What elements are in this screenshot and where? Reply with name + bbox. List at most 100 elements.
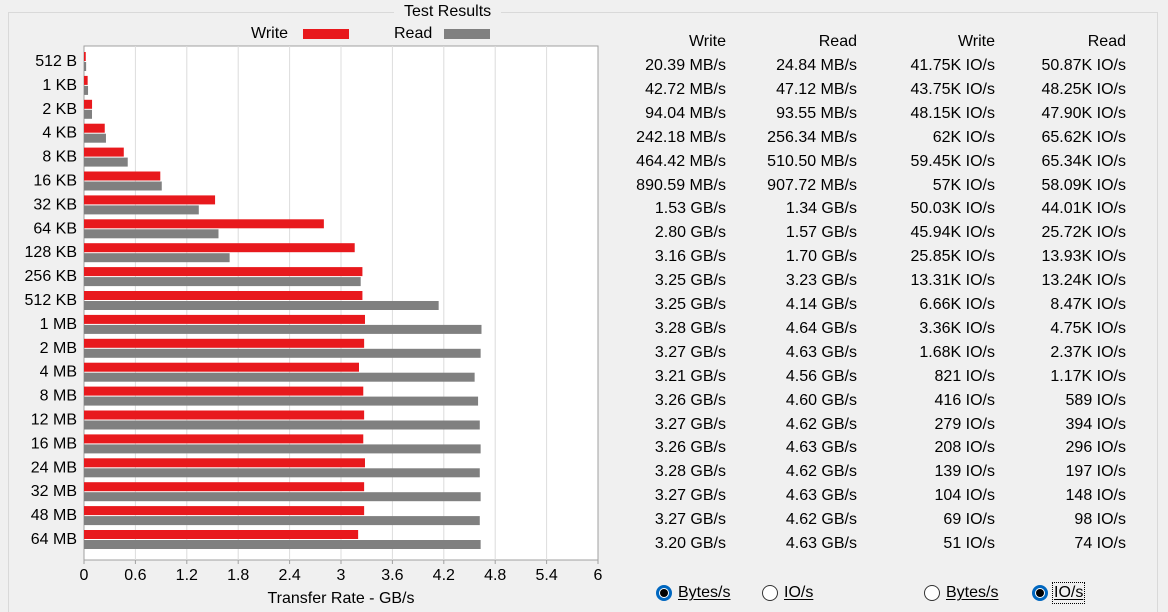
- table-cell: 8.47K IO/s: [1050, 296, 1126, 313]
- table-cell: 13.93K IO/s: [1041, 248, 1127, 266]
- table-cell: 890.59 MB/s: [636, 176, 726, 194]
- category-label: 8 KB: [42, 149, 77, 166]
- table-cell: 139 IO/s: [934, 463, 995, 481]
- write-bar: [84, 386, 364, 396]
- x-tick-label: 3.6: [381, 567, 403, 584]
- read-bar: [84, 229, 219, 239]
- table-cell: 296 IO/s: [1065, 439, 1126, 457]
- category-label: 2 MB: [40, 340, 77, 357]
- transfer-rate-chart: 0 0.6 1.2 1.8 2.4 3 3.6 4.2 4.8 5.4 6 Transfer Rate…: [25, 45, 603, 607]
- table-cell: 2.80 GB/s: [654, 224, 726, 242]
- table-cell: 3.28 GB/s: [654, 463, 726, 481]
- write-bar: [84, 171, 161, 181]
- table-cell: 4.63 GB/s: [785, 439, 857, 457]
- write-bar: [84, 362, 359, 372]
- group-title: Test Results: [394, 3, 502, 21]
- table-cell: 3.25 GB/s: [654, 296, 726, 313]
- category-label: 12 MB: [31, 412, 77, 429]
- table-cell: 1.53 GB/s: [654, 200, 726, 218]
- table-cell: 24.84 MB/s: [776, 57, 857, 74]
- table-cell: 510.50 MB/s: [767, 152, 857, 170]
- table-cell: 44.01K IO/s: [1041, 200, 1127, 218]
- table-cell: 1.17K IO/s: [1050, 367, 1126, 385]
- right-bytes-radio-indicator[interactable]: [924, 585, 940, 601]
- category-label: 24 MB: [31, 459, 77, 476]
- table-cell: 197 IO/s: [1065, 463, 1126, 481]
- table-cell: 98 IO/s: [1074, 511, 1126, 529]
- write-bar: [84, 52, 86, 61]
- left-io-radio-indicator[interactable]: [762, 585, 778, 601]
- table-cell: 13.31K IO/s: [910, 272, 996, 290]
- write-bar: [84, 195, 216, 205]
- category-label: 4 KB: [42, 125, 77, 142]
- right-bytes-radio-label[interactable]: Bytes/s: [946, 584, 999, 601]
- table-cell: 6.66K IO/s: [919, 296, 995, 313]
- test-results-group: [8, 12, 1158, 612]
- category-label: 512 KB: [25, 292, 77, 309]
- table-cell: 3.28 GB/s: [654, 319, 726, 337]
- table-cell: 62K IO/s: [932, 128, 995, 146]
- right-io-radio[interactable]: IO/s: [1032, 582, 1086, 604]
- table-header: Write: [957, 33, 995, 50]
- left-bytes-radio[interactable]: Bytes/s: [656, 584, 730, 602]
- table-cell: 94.04 MB/s: [645, 104, 726, 122]
- read-bar: [84, 205, 199, 215]
- table-cell: 3.26 GB/s: [654, 391, 726, 409]
- legend-read-label: Read: [394, 25, 433, 42]
- legend-read-swatch: [444, 29, 490, 39]
- table-cell: 45.94K IO/s: [910, 224, 996, 242]
- right-io-radio-label[interactable]: IO/s: [1051, 582, 1086, 604]
- right-io-radio-indicator[interactable]: [1032, 585, 1048, 601]
- table-cell: 589 IO/s: [1065, 391, 1126, 409]
- table-cell: 208 IO/s: [934, 439, 995, 457]
- write-bar: [84, 291, 363, 300]
- x-tick-label: 4.8: [484, 567, 506, 584]
- left-bytes-radio-indicator[interactable]: [656, 585, 672, 601]
- table-cell: 3.21 GB/s: [654, 367, 726, 385]
- table-cell: 4.62 GB/s: [785, 511, 857, 529]
- table-cell: 3.27 GB/s: [654, 415, 726, 433]
- left-bytes-radio-label[interactable]: Bytes/s: [678, 584, 731, 601]
- read-bar: [84, 540, 481, 549]
- write-bar: [84, 123, 105, 133]
- right-bytes-radio[interactable]: Bytes/s: [924, 584, 998, 602]
- table-cell: 48.25K IO/s: [1041, 80, 1127, 98]
- read-bar: [84, 468, 480, 478]
- table-cell: 13.24K IO/s: [1041, 272, 1127, 290]
- table-cell: 51 IO/s: [943, 535, 995, 552]
- read-bar: [84, 62, 87, 71]
- table-cell: 821 IO/s: [934, 367, 995, 385]
- table-cell: 4.56 GB/s: [785, 367, 857, 385]
- table-cell: 1.68K IO/s: [919, 343, 995, 361]
- category-label: 256 KB: [25, 268, 77, 285]
- table-cell: 25.72K IO/s: [1041, 224, 1127, 242]
- x-tick-label: 1.2: [176, 567, 198, 584]
- x-tick-label: 4.2: [433, 567, 455, 584]
- category-label: 2 KB: [42, 101, 77, 118]
- write-bar: [84, 219, 324, 229]
- table-cell: 42.72 MB/s: [645, 80, 726, 98]
- table-cell: 4.62 GB/s: [785, 463, 857, 481]
- category-label: 128 KB: [25, 244, 77, 261]
- table-cell: 416 IO/s: [934, 391, 995, 409]
- table-cell: 3.23 GB/s: [785, 272, 857, 290]
- table-cell: 4.62 GB/s: [785, 415, 857, 433]
- left-io-radio[interactable]: IO/s: [762, 584, 813, 602]
- write-bar: [84, 99, 93, 109]
- table-cell: 93.55 MB/s: [776, 104, 857, 122]
- table-cell: 464.42 MB/s: [636, 152, 726, 170]
- write-bar: [84, 506, 365, 516]
- table-cell: 1.70 GB/s: [785, 248, 857, 266]
- left-io-radio-label[interactable]: IO/s: [784, 584, 814, 601]
- read-bar: [84, 516, 480, 526]
- category-label: 16 KB: [33, 173, 77, 190]
- table-cell: 4.14 GB/s: [785, 296, 857, 313]
- table-cell: 41.75K IO/s: [910, 57, 996, 74]
- read-bar: [84, 492, 481, 502]
- table-cell: 20.39 MB/s: [645, 57, 726, 74]
- table-cell: 50.03K IO/s: [910, 200, 996, 218]
- table-cell: 65.34K IO/s: [1041, 152, 1127, 170]
- table-cell: 4.64 GB/s: [785, 319, 857, 337]
- read-bar: [84, 396, 479, 406]
- table-cell: 65.62K IO/s: [1041, 128, 1127, 146]
